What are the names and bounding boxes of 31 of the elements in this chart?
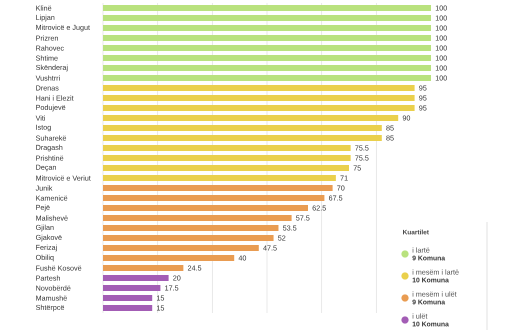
bar <box>103 295 152 302</box>
bar <box>103 25 432 31</box>
bar <box>103 205 308 211</box>
bar <box>103 185 333 192</box>
bar <box>103 35 432 41</box>
bar <box>103 5 432 11</box>
bar <box>103 65 432 72</box>
bar <box>103 115 398 121</box>
bar <box>103 95 415 101</box>
bar <box>103 255 234 262</box>
bar <box>103 275 169 282</box>
bar <box>103 55 432 61</box>
bar <box>103 75 432 81</box>
bar <box>103 105 415 112</box>
bar <box>103 265 184 271</box>
bar <box>103 85 415 92</box>
bar <box>103 135 382 141</box>
bar <box>103 285 160 292</box>
bar <box>103 175 336 182</box>
bar <box>103 125 382 132</box>
bar <box>103 235 274 242</box>
bar <box>103 145 351 152</box>
bar <box>103 45 432 52</box>
bar <box>103 15 432 22</box>
bar <box>103 305 152 312</box>
bar <box>103 215 292 222</box>
bar <box>103 245 259 251</box>
bar <box>103 225 278 231</box>
bar <box>103 155 351 161</box>
bar <box>103 165 350 172</box>
bar <box>103 195 324 202</box>
